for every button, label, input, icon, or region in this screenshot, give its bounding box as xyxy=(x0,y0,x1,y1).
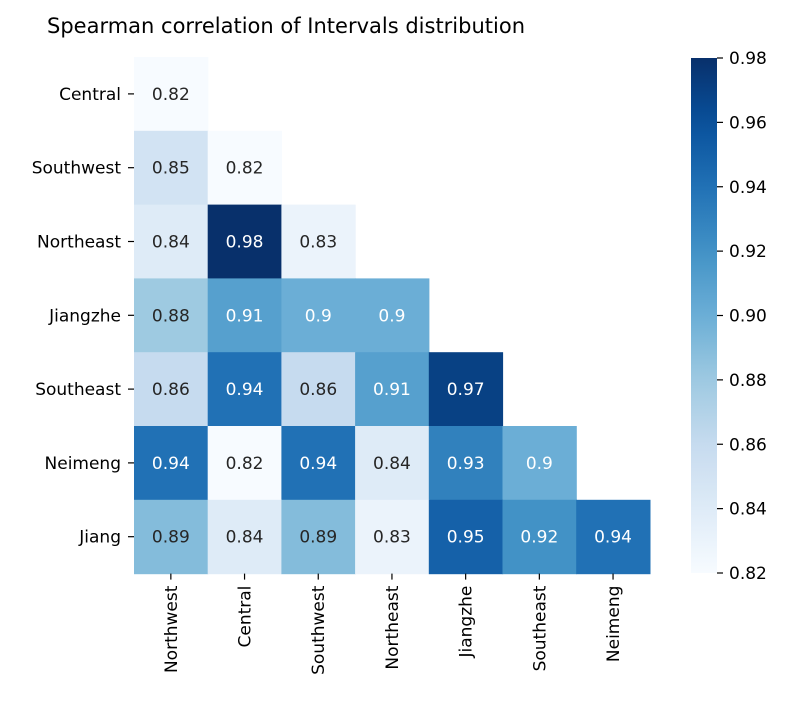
colorbar-gradient xyxy=(691,58,717,573)
heatmap-cell xyxy=(428,352,504,427)
cell-value-label: 0.89 xyxy=(299,528,337,548)
row-label: Southwest xyxy=(32,159,122,179)
heatmap-cell xyxy=(428,426,504,501)
cell-value-label: 0.92 xyxy=(520,528,558,548)
chart-title: Spearman correlation of Intervals distri… xyxy=(47,14,525,38)
cell-value-label: 0.97 xyxy=(447,380,485,400)
cell-value-label: 0.98 xyxy=(226,233,264,253)
heatmap-cell xyxy=(281,426,356,501)
colorbar: 0.82 0.84 0.86 0.88 0.90 0.92 0.94 0.96 0.98 xyxy=(691,49,767,584)
colorbar-tick-label: 0.84 xyxy=(729,500,767,520)
column-labels: Northwest Central Southwest Northeast Jiangz… xyxy=(162,573,624,675)
cell-value-label: 0.84 xyxy=(373,454,411,474)
cell-value-label: 0.94 xyxy=(226,380,264,400)
cell-value-label: 0.93 xyxy=(447,454,485,474)
heatmap-cell xyxy=(355,426,430,501)
cell-value-label: 0.82 xyxy=(152,85,190,105)
cell-value-label: 0.95 xyxy=(447,528,485,548)
row-labels: Central Southwest Northeast Jiangzhe Southea… xyxy=(32,85,134,548)
cell-value-label: 0.94 xyxy=(299,454,337,474)
cell-value-label: 0.86 xyxy=(152,380,190,400)
heatmap-cell xyxy=(281,204,356,279)
heatmap-cell xyxy=(576,499,651,575)
row-label: Jiangzhe xyxy=(48,306,121,326)
cell-value-label: 0.82 xyxy=(226,454,264,474)
heatmap-cell xyxy=(502,426,577,501)
cell-value-label: 0.86 xyxy=(299,380,337,400)
cell-value-label: 0.91 xyxy=(373,380,411,400)
heatmap-cell xyxy=(207,204,282,279)
heatmap-cell xyxy=(134,130,209,206)
cell-value-label: 0.89 xyxy=(152,528,190,548)
heatmap-cell xyxy=(502,499,577,575)
colorbar-tick-label: 0.82 xyxy=(729,564,767,584)
cell-value-label: 0.9 xyxy=(526,454,553,474)
colorbar-tick-label: 0.88 xyxy=(729,371,767,391)
colorbar-tick-label: 0.90 xyxy=(729,307,767,327)
heatmap-cell xyxy=(134,499,209,575)
column-label: Neimeng xyxy=(604,586,624,662)
colorbar-tick-label: 0.94 xyxy=(729,178,767,198)
heatmap-cell xyxy=(281,278,356,353)
colorbar-tick-label: 0.96 xyxy=(729,113,767,133)
heatmap-cell xyxy=(207,130,282,206)
heatmap-cell xyxy=(207,499,282,575)
column-label: Jiangzhe xyxy=(457,586,477,659)
heatmap-cell xyxy=(428,499,504,575)
colorbar-tick-label: 0.86 xyxy=(729,435,767,455)
cell-value-label: 0.9 xyxy=(378,306,405,326)
heatmap-cell xyxy=(134,204,209,279)
heatmap-cells: 0.82 0.85 0.82 0.84 0.98 0.83 0.88 0.91 0.9 0.9 0.… xyxy=(134,57,651,575)
cell-value-label: 0.84 xyxy=(152,233,190,253)
column-label: Northeast xyxy=(383,585,403,669)
row-label: Neimeng xyxy=(45,454,121,474)
column-label: Central xyxy=(236,586,256,648)
cell-value-label: 0.83 xyxy=(299,233,337,253)
cell-value-label: 0.83 xyxy=(373,528,411,548)
column-label: Northwest xyxy=(162,585,182,673)
heatmap-cell xyxy=(355,499,430,575)
colorbar-tick-label: 0.92 xyxy=(729,242,767,262)
heatmap-cell xyxy=(134,57,209,132)
cell-value-label: 0.9 xyxy=(305,306,332,326)
heatmap-cell xyxy=(355,352,430,427)
heatmap-cell xyxy=(207,278,282,353)
cell-value-label: 0.94 xyxy=(594,528,632,548)
heatmap-cell xyxy=(207,426,282,501)
cell-value-label: 0.91 xyxy=(226,306,264,326)
cell-value-label: 0.82 xyxy=(226,159,264,179)
colorbar-tick-label: 0.98 xyxy=(729,49,767,69)
cell-value-label: 0.88 xyxy=(152,306,190,326)
cell-value-label: 0.94 xyxy=(152,454,190,474)
column-label: Southeast xyxy=(530,585,550,671)
cell-value-label: 0.85 xyxy=(152,159,190,179)
heatmap-cell xyxy=(355,278,430,353)
heatmap-cell xyxy=(207,352,282,427)
row-label: Southeast xyxy=(35,380,121,400)
column-label: Southwest xyxy=(309,585,329,675)
heatmap-cell xyxy=(134,352,209,427)
heatmap-cell xyxy=(134,278,209,353)
heatmap-cell xyxy=(134,426,209,501)
row-label: Northeast xyxy=(37,233,121,253)
row-label: Jiang xyxy=(78,528,121,548)
heatmap-cell xyxy=(281,499,356,575)
heatmap-cell xyxy=(281,352,356,427)
cell-value-label: 0.84 xyxy=(226,528,264,548)
row-label: Central xyxy=(59,85,121,105)
